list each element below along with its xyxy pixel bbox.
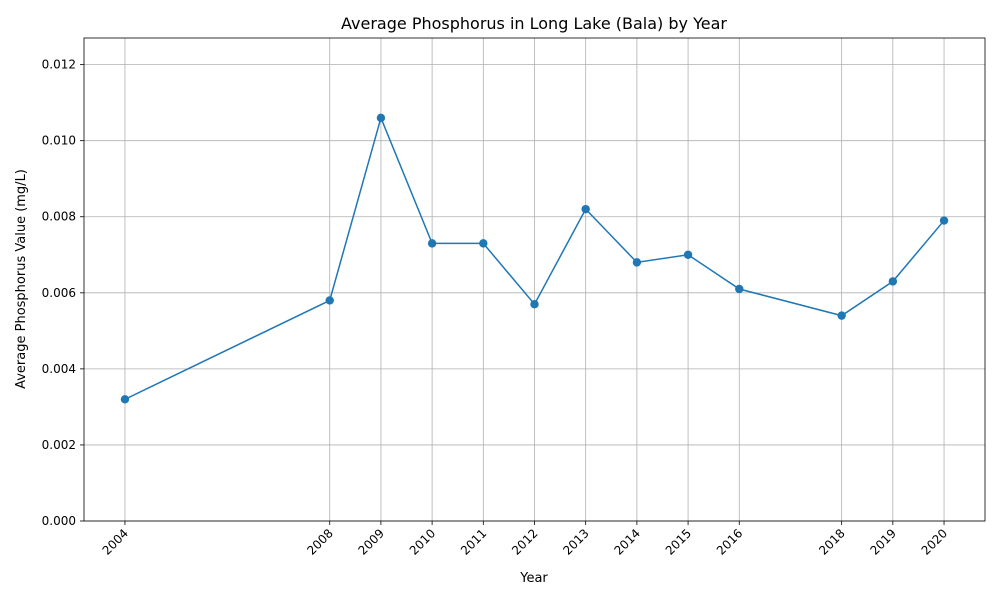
y-tick-label: 0.012 <box>42 58 76 72</box>
y-tick-label: 0.006 <box>42 286 76 300</box>
y-tick-label: 0.004 <box>42 362 76 376</box>
y-tick-label: 0.000 <box>42 514 76 528</box>
x-tick-label: 2010 <box>407 526 438 557</box>
x-tick-label: 2014 <box>612 526 643 557</box>
data-point <box>581 204 590 214</box>
x-tick-label: 2013 <box>560 526 591 557</box>
data-point <box>376 113 386 123</box>
data-point <box>427 239 437 248</box>
x-tick-label: 2012 <box>509 526 540 557</box>
y-tick-label: 0.010 <box>42 134 76 148</box>
y-axis-label: Average Phosphorus Value (mg/L) <box>14 169 29 389</box>
chart-title: Average Phosphorus in Long Lake (Bala) b… <box>341 14 727 33</box>
x-tick-label: 2020 <box>919 526 950 557</box>
data-point <box>939 216 949 225</box>
data-point <box>888 277 898 286</box>
x-tick-label: 2016 <box>714 526 745 557</box>
y-tick-label: 0.008 <box>42 210 76 224</box>
x-tick-label: 2018 <box>816 526 847 557</box>
data-point <box>120 395 130 404</box>
x-tick-label: 2011 <box>458 526 489 557</box>
data-point <box>683 250 693 259</box>
plot-frame <box>83 37 986 522</box>
y-tick-label: 0.002 <box>42 438 76 452</box>
grid <box>84 38 985 522</box>
data-point <box>632 258 642 267</box>
x-tick-label: 2008 <box>304 526 335 557</box>
data-point <box>530 300 539 309</box>
x-axis-label: Year <box>519 571 548 586</box>
data-point <box>735 284 744 294</box>
data-point <box>479 239 488 248</box>
x-tick-label: 2004 <box>100 526 131 557</box>
data-point <box>837 311 846 320</box>
x-tick-label: 2009 <box>356 526 387 557</box>
axes: 2004 2008 2009 2010 2011 2012 2013 2014 2015 2016… <box>42 37 986 558</box>
data-series <box>120 113 949 404</box>
x-tick-label: 2015 <box>663 526 694 557</box>
data-point <box>325 296 334 305</box>
x-tick-label: 2019 <box>867 526 898 557</box>
